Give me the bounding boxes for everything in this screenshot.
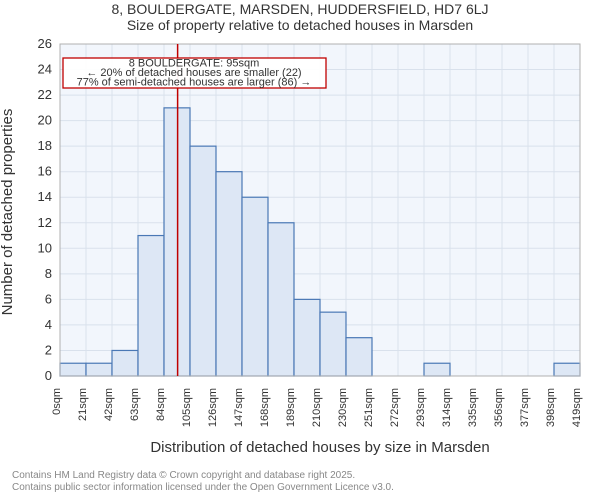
svg-text:147sqm: 147sqm (233, 388, 245, 427)
svg-text:77% of semi-detached houses ar: 77% of semi-detached houses are larger (… (77, 77, 312, 89)
svg-text:12: 12 (38, 215, 52, 230)
svg-text:18: 18 (38, 138, 52, 153)
svg-text:377sqm: 377sqm (519, 388, 531, 427)
svg-text:189sqm: 189sqm (285, 388, 297, 427)
svg-text:4: 4 (45, 317, 52, 332)
svg-text:8: 8 (45, 266, 52, 281)
svg-text:24: 24 (38, 62, 52, 77)
svg-text:314sqm: 314sqm (441, 388, 453, 427)
svg-text:251sqm: 251sqm (363, 388, 375, 427)
svg-text:Contains HM Land Registry data: Contains HM Land Registry data © Crown c… (12, 470, 355, 481)
svg-text:2: 2 (45, 342, 52, 357)
svg-text:419sqm: 419sqm (571, 388, 583, 427)
svg-text:42sqm: 42sqm (103, 388, 115, 421)
svg-text:10: 10 (38, 240, 52, 255)
svg-text:Number of detached properties: Number of detached properties (0, 109, 16, 316)
svg-text:210sqm: 210sqm (311, 388, 323, 427)
svg-text:8, BOULDERGATE, MARSDEN, HUDDE: 8, BOULDERGATE, MARSDEN, HUDDERSFIELD, H… (111, 1, 488, 17)
svg-text:22: 22 (38, 87, 52, 102)
svg-text:356sqm: 356sqm (493, 388, 505, 427)
svg-text:20: 20 (38, 113, 52, 128)
svg-text:126sqm: 126sqm (207, 388, 219, 427)
svg-text:0sqm: 0sqm (51, 388, 63, 415)
svg-text:168sqm: 168sqm (259, 388, 271, 427)
svg-text:Distribution of detached house: Distribution of detached houses by size … (150, 439, 489, 456)
svg-text:335sqm: 335sqm (467, 388, 479, 427)
svg-text:84sqm: 84sqm (155, 388, 167, 421)
svg-text:6: 6 (45, 291, 52, 306)
svg-text:14: 14 (38, 189, 52, 204)
svg-text:105sqm: 105sqm (181, 388, 193, 427)
svg-text:398sqm: 398sqm (545, 388, 557, 427)
svg-text:21sqm: 21sqm (77, 388, 89, 421)
svg-text:293sqm: 293sqm (415, 388, 427, 427)
svg-text:26: 26 (38, 36, 52, 51)
svg-text:Contains public sector informa: Contains public sector information licen… (12, 482, 394, 493)
svg-text:272sqm: 272sqm (389, 388, 401, 427)
svg-text:63sqm: 63sqm (129, 388, 141, 421)
svg-text:16: 16 (38, 164, 52, 179)
svg-text:0: 0 (45, 368, 52, 383)
svg-text:230sqm: 230sqm (337, 388, 349, 427)
svg-text:Size of property relative to d: Size of property relative to detached ho… (127, 17, 473, 33)
